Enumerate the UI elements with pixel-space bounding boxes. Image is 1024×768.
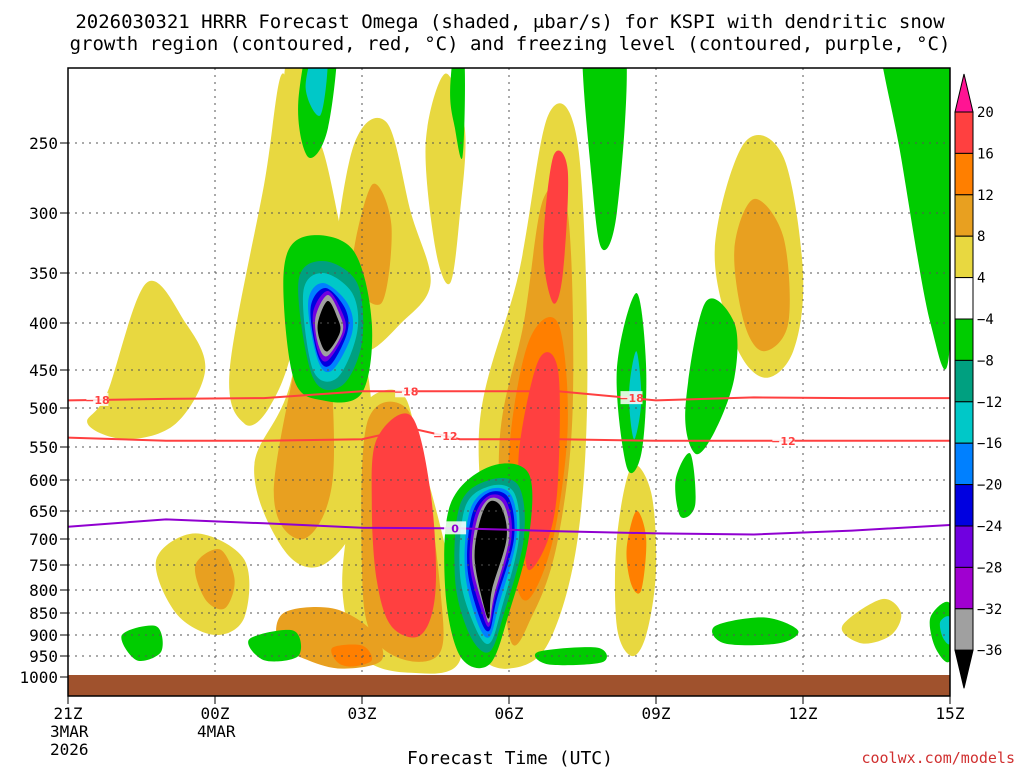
freezing-level-0-label-0: 0 bbox=[451, 522, 459, 535]
colorbar-swatch-13 bbox=[954, 608, 974, 651]
colorbar-swatch-5 bbox=[954, 277, 974, 320]
colorbar-label-0: 20 bbox=[977, 105, 994, 121]
dgz-minus12-label-0: −12 bbox=[433, 430, 458, 443]
omega-region-negative-19 bbox=[582, 68, 627, 251]
x-tick-label-15Z: 15Z bbox=[936, 704, 965, 723]
plot-area: −18 −18 −18 −12 −12 0 bbox=[68, 68, 950, 696]
colorbar-label-4: 4 bbox=[977, 271, 985, 287]
omega-region-negative-27 bbox=[534, 647, 607, 666]
colorbar-label-9: −20 bbox=[977, 478, 1002, 494]
omega-region-negative-17 bbox=[305, 68, 328, 116]
dgz-minus12-label-bg-1 bbox=[772, 433, 795, 447]
x-tick-label-06Z: 06Z bbox=[495, 704, 524, 723]
dgz-minus18-label-bg-0 bbox=[86, 392, 109, 406]
y-tick-label-750: 750 bbox=[29, 556, 58, 575]
x-tick-label-09Z: 09Z bbox=[642, 704, 671, 723]
y-tick-label-400: 400 bbox=[29, 314, 58, 333]
y-tick-label-450: 450 bbox=[29, 361, 58, 380]
colorbar-swatch-9 bbox=[954, 442, 974, 486]
dgz-minus18-label-bg-2 bbox=[620, 391, 643, 405]
colorbar-swatch-10 bbox=[954, 484, 974, 527]
colorbar-swatch-11 bbox=[954, 525, 974, 568]
colorbar-swatch-3 bbox=[954, 194, 974, 237]
colorbar-label-13: −36 bbox=[977, 643, 1002, 659]
colorbar-swatch-6 bbox=[954, 318, 974, 361]
omega-region-negative-22 bbox=[685, 298, 738, 455]
y-axis-ticks: 250 300 350 400 450 500 550 600 650 700 750 800 850 9… bbox=[19, 134, 68, 687]
colorbar-swatch-2 bbox=[954, 152, 974, 196]
dgz-minus18-line bbox=[68, 390, 950, 402]
chart-title-line1: 2026030321 HRRR Forecast Omega (shaded, … bbox=[75, 11, 945, 33]
colorbar-label-5: −4 bbox=[977, 312, 994, 328]
freezing-level-0-label-bg-0 bbox=[444, 521, 467, 535]
omega-region-negative-30 bbox=[939, 616, 950, 645]
colorbar-label-1: 16 bbox=[977, 146, 994, 162]
y-tick-label-350: 350 bbox=[29, 264, 58, 283]
y-tick-label-850: 850 bbox=[29, 604, 58, 623]
colorbar-top-arrow bbox=[954, 73, 974, 113]
colorbar-swatch-12 bbox=[954, 566, 974, 610]
x-tick-date-00Z: 4MAR bbox=[197, 722, 236, 741]
dgz-minus18-label-2: −18 bbox=[619, 392, 644, 405]
dgz-minus18-label-0: −18 bbox=[85, 394, 110, 407]
omega-region-negative-25 bbox=[121, 625, 163, 661]
y-tick-label-1000: 1000 bbox=[19, 668, 58, 687]
omega-region-positive-20 bbox=[841, 598, 902, 644]
freezing-level-0-line bbox=[68, 518, 950, 536]
omega-region-negative-7 bbox=[317, 300, 341, 352]
colorbar-bottom-arrow bbox=[954, 649, 974, 689]
colorbar-label-2: 12 bbox=[977, 188, 994, 204]
colorbar-label-11: −28 bbox=[977, 560, 1002, 576]
colorbar-label-6: −8 bbox=[977, 353, 994, 369]
omega-region-negative-23 bbox=[675, 453, 696, 518]
dgz-minus18-label-bg-1 bbox=[395, 384, 418, 398]
colorbar-swatch-1 bbox=[954, 111, 974, 154]
y-tick-label-650: 650 bbox=[29, 502, 58, 521]
x-tick-label-00Z: 00Z bbox=[201, 704, 230, 723]
omega-region-positive-21 bbox=[229, 73, 304, 426]
omega-region-positive-17 bbox=[734, 198, 790, 352]
y-tick-label-600: 600 bbox=[29, 471, 58, 490]
colorbar-label-7: −12 bbox=[977, 395, 1002, 411]
dgz-minus12-label-1: −12 bbox=[771, 435, 796, 448]
colorbar-label-3: 8 bbox=[977, 229, 985, 245]
y-tick-label-250: 250 bbox=[29, 134, 58, 153]
x-tick-label-21Z: 21Z bbox=[54, 704, 83, 723]
colorbar-swatch-8 bbox=[954, 401, 974, 444]
chart-title-line2: growth region (contoured, red, °C) and f… bbox=[70, 33, 951, 55]
x-tick-label-12Z: 12Z bbox=[789, 704, 818, 723]
omega-region-negative-28 bbox=[712, 617, 799, 646]
y-tick-label-550: 550 bbox=[29, 438, 58, 457]
omega-region-positive-10 bbox=[543, 150, 569, 304]
colorbar-label-10: −24 bbox=[977, 519, 1002, 535]
x-tick-label-03Z: 03Z bbox=[348, 704, 377, 723]
y-tick-label-300: 300 bbox=[29, 204, 58, 223]
colorbar: 20 16 12 8 4 −4 −8 −12 −16 −20 −24 −28 −32 −36 bbox=[954, 73, 1002, 689]
credit-text: coolwx.com/models bbox=[861, 749, 1015, 767]
omega-region-negative-24 bbox=[883, 68, 950, 370]
dgz-minus12-label-bg-0 bbox=[434, 428, 457, 442]
x-axis-label: Forecast Time (UTC) bbox=[407, 748, 613, 768]
x-tick-year-21Z: 2026 bbox=[50, 740, 89, 759]
omega-region-positive-13 bbox=[371, 413, 437, 638]
x-tick-date-21Z: 3MAR bbox=[50, 722, 89, 741]
y-tick-label-800: 800 bbox=[29, 581, 58, 600]
colorbar-swatch-4 bbox=[954, 235, 974, 279]
y-tick-label-500: 500 bbox=[29, 399, 58, 418]
y-tick-label-900: 900 bbox=[29, 626, 58, 645]
omega-region-negative-18 bbox=[450, 68, 465, 159]
contour-lines: −18 −18 −18 −12 −12 0 bbox=[68, 384, 950, 536]
omega-region-negative-29 bbox=[929, 601, 950, 663]
colorbar-swatch-7 bbox=[954, 359, 974, 403]
omega-region-negative-26 bbox=[248, 629, 302, 662]
y-tick-label-700: 700 bbox=[29, 530, 58, 549]
omega-region-positive-15 bbox=[626, 510, 647, 594]
colorbar-label-12: −32 bbox=[977, 602, 1002, 618]
colorbar-label-8: −16 bbox=[977, 436, 1002, 452]
ground-surface bbox=[68, 675, 950, 696]
y-tick-label-950: 950 bbox=[29, 647, 58, 666]
dgz-minus18-label-1: −18 bbox=[394, 385, 419, 398]
